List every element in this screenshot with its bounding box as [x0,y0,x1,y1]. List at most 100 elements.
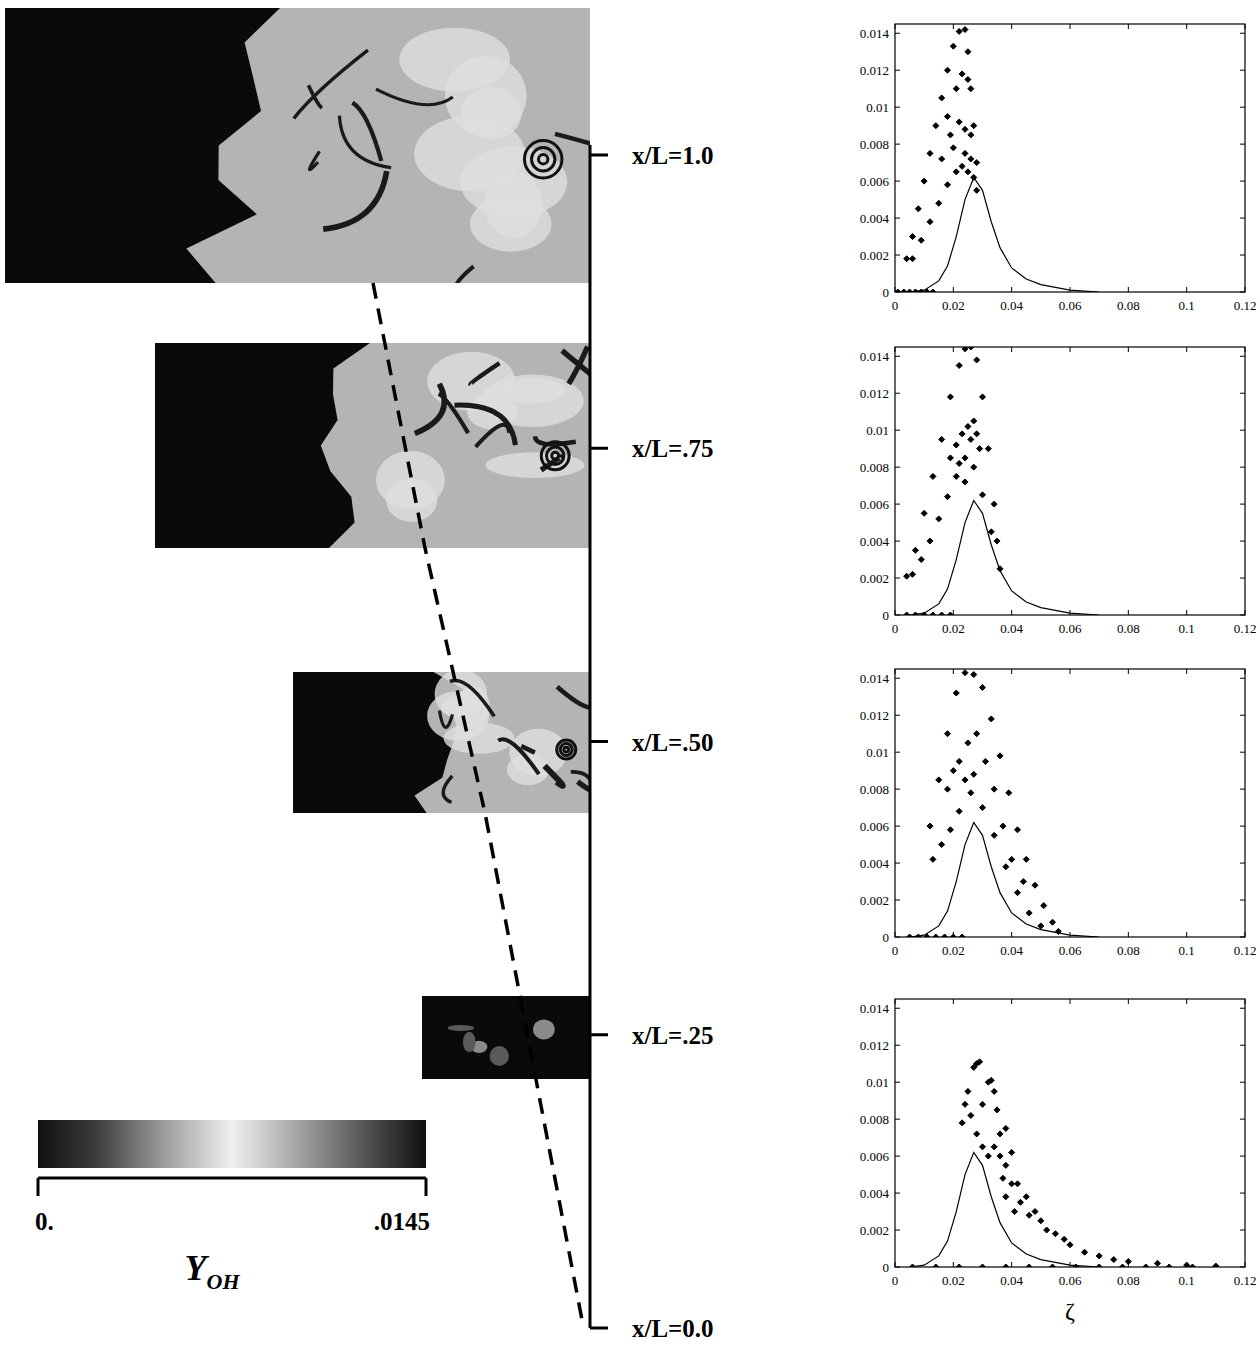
scatter-point [927,538,933,544]
field-region [186,8,590,283]
x-axis-label: ζ [1065,1298,1075,1324]
field-vortex [560,744,572,756]
scatter-point [1213,1264,1219,1267]
x-tick [1128,24,1129,29]
scatter-point [1023,856,1029,862]
y-tick-label: 0.01 [866,423,889,438]
scatter-point [904,612,910,615]
scatter-point [968,86,974,92]
scatter-point [953,86,959,92]
x-tick [895,347,896,352]
y-tick [1240,937,1245,938]
scatter-point [956,758,962,764]
y-tick [895,1045,900,1046]
scatter-panel: 00.020.040.060.080.10.1200.0020.0040.006… [860,669,1257,958]
scatter-point [904,256,910,262]
field-vortex [557,740,576,759]
y-tick [895,900,900,901]
scatter-point [965,1088,971,1094]
scatter-point [1000,1175,1006,1181]
scatter-point [956,119,962,125]
image-background [422,996,590,1079]
field-patch [427,352,515,411]
scatter-point [980,394,986,400]
scatter-point [915,206,921,212]
x-tick [1186,669,1187,674]
scatter-point [1050,1264,1056,1267]
scatter-point [936,516,942,522]
scatter-point [939,612,945,615]
y-tick [895,789,900,790]
reference-curve [910,1152,1100,1267]
scatter-point [962,777,968,783]
plot-frame [895,347,1245,615]
x-tick-label: 0.06 [1059,621,1082,636]
x-tick [1186,932,1187,937]
colorbar-subscript: OH [207,1269,241,1294]
field-region [321,343,590,548]
scatter-point [982,758,988,764]
y-tick [1240,467,1245,468]
scatter-point [980,1101,986,1107]
field-blob [448,1025,474,1031]
station-label: x/L=.75 [632,435,714,462]
scatter-panel: 00.020.040.060.080.10.1200.0020.0040.006… [860,24,1257,313]
y-tick-label: 0 [883,1260,890,1275]
scatter-point [965,423,971,429]
colorbar-label: YOH [185,1248,241,1294]
y-tick [1240,615,1245,616]
field-structure [415,384,445,434]
plot-marks [907,670,1100,937]
x-tick-label: 0.04 [1000,1273,1023,1288]
scatter-point [962,150,968,156]
field-vortex [541,442,569,470]
figure: x/L=1.0x/L=.75x/L=.50x/L=.25x/L=0.00..01… [0,0,1260,1345]
y-tick-label: 0.002 [860,893,889,908]
station-label: x/L=0.0 [632,1315,714,1342]
x-tick-label: 0.1 [1179,298,1195,313]
x-tick-label: 0.04 [1000,298,1023,313]
scatter-point [950,145,956,151]
x-tick-label: 0.08 [1117,298,1140,313]
scatter-point [1184,1262,1190,1267]
scatter-point [1006,790,1012,796]
y-tick [895,430,900,431]
scatter-point [918,557,924,563]
scatter-point [994,1107,1000,1113]
scatter-point [980,1144,986,1150]
scatter-point [991,501,997,507]
x-tick [953,669,954,674]
dashed-guide [373,283,583,1325]
y-tick [1240,1119,1245,1120]
field-structure [557,687,590,708]
scatter-point [988,716,994,722]
y-tick-label: 0.004 [860,211,890,226]
y-tick [1240,678,1245,679]
scatter-point [977,1059,983,1065]
y-tick [895,752,900,753]
x-tick [1070,24,1071,29]
x-tick [1011,24,1012,29]
scatter-point [997,1131,1003,1137]
field-blob [490,1046,509,1066]
y-tick [1240,504,1245,505]
field-patch [461,87,522,140]
x-tick-label: 0 [892,298,899,313]
x-tick [1128,287,1129,292]
y-tick [1240,1156,1245,1157]
station-tick [590,154,608,157]
field-structure [450,680,494,716]
y-tick-label: 0.014 [860,26,890,41]
y-tick-label: 0.006 [860,497,890,512]
scatter-point [1009,1181,1015,1187]
scatter-point [1038,1218,1044,1224]
y-tick-label: 0.006 [860,1149,890,1164]
scatter-point [988,529,994,535]
x-tick [1245,999,1246,1004]
scatter-point [927,150,933,156]
scatter-point [930,289,936,292]
y-tick-label: 0.006 [860,174,890,189]
colorbar-tick-label: .0145 [374,1208,430,1235]
x-tick-label: 0.08 [1117,943,1140,958]
scatter-point [950,768,956,774]
